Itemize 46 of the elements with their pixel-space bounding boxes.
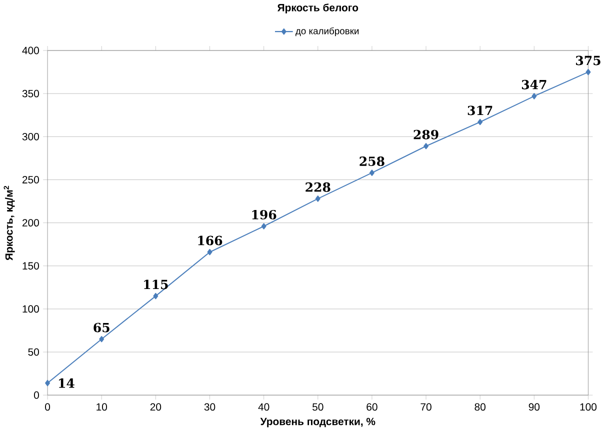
x-tick-label: 10 [96,403,108,411]
y-tick-label: 150 [22,262,39,270]
y-tick-label: 50 [28,348,39,356]
x-tick-label: 60 [366,403,378,411]
data-label: 65 [94,322,110,332]
data-label: 196 [252,210,276,220]
x-tick-label: 20 [150,403,162,411]
x-tick-label: 50 [312,403,324,411]
x-axis-title: Уровень подсветки, % [260,418,376,428]
data-label: 258 [360,156,384,166]
y-tick-label: 200 [22,219,39,227]
x-tick-label: 90 [528,403,540,411]
point [424,143,429,150]
y-tick-label: 250 [22,176,39,184]
point [99,336,104,342]
point [478,119,483,126]
x-tick-label: 30 [204,403,216,411]
point [369,170,374,176]
point [153,293,158,300]
data-label: 289 [414,130,438,140]
data-label: 375 [576,56,600,66]
y-axis-title: Яркость, кд/м$^{2}$ [4,186,15,260]
x-tick-label: 0 [45,403,50,411]
legend-label: до калибровки [296,27,359,36]
x-tick-label: 70 [420,403,432,411]
y-tick-label: 350 [22,90,39,98]
point [532,93,537,100]
x-tick-label: 40 [258,403,270,411]
data-label: 14 [59,378,74,388]
point [207,249,212,256]
point [586,69,591,76]
y-tick-label: 100 [22,305,39,313]
data-label: 317 [468,106,492,116]
data-label: 166 [198,236,222,246]
y-tick-label: 0 [34,392,39,399]
point [261,223,266,230]
chart-title: Яркость белого [277,4,358,14]
y-tick-label: 400 [22,46,39,54]
point [315,196,320,202]
point [45,380,50,386]
x-tick-label: 100 [580,403,597,411]
x-tick-label: 80 [474,403,486,411]
data-label: 115 [144,280,168,290]
data-label: 347 [522,80,546,90]
data-label: 228 [306,182,330,192]
y-tick-label: 300 [22,133,39,140]
